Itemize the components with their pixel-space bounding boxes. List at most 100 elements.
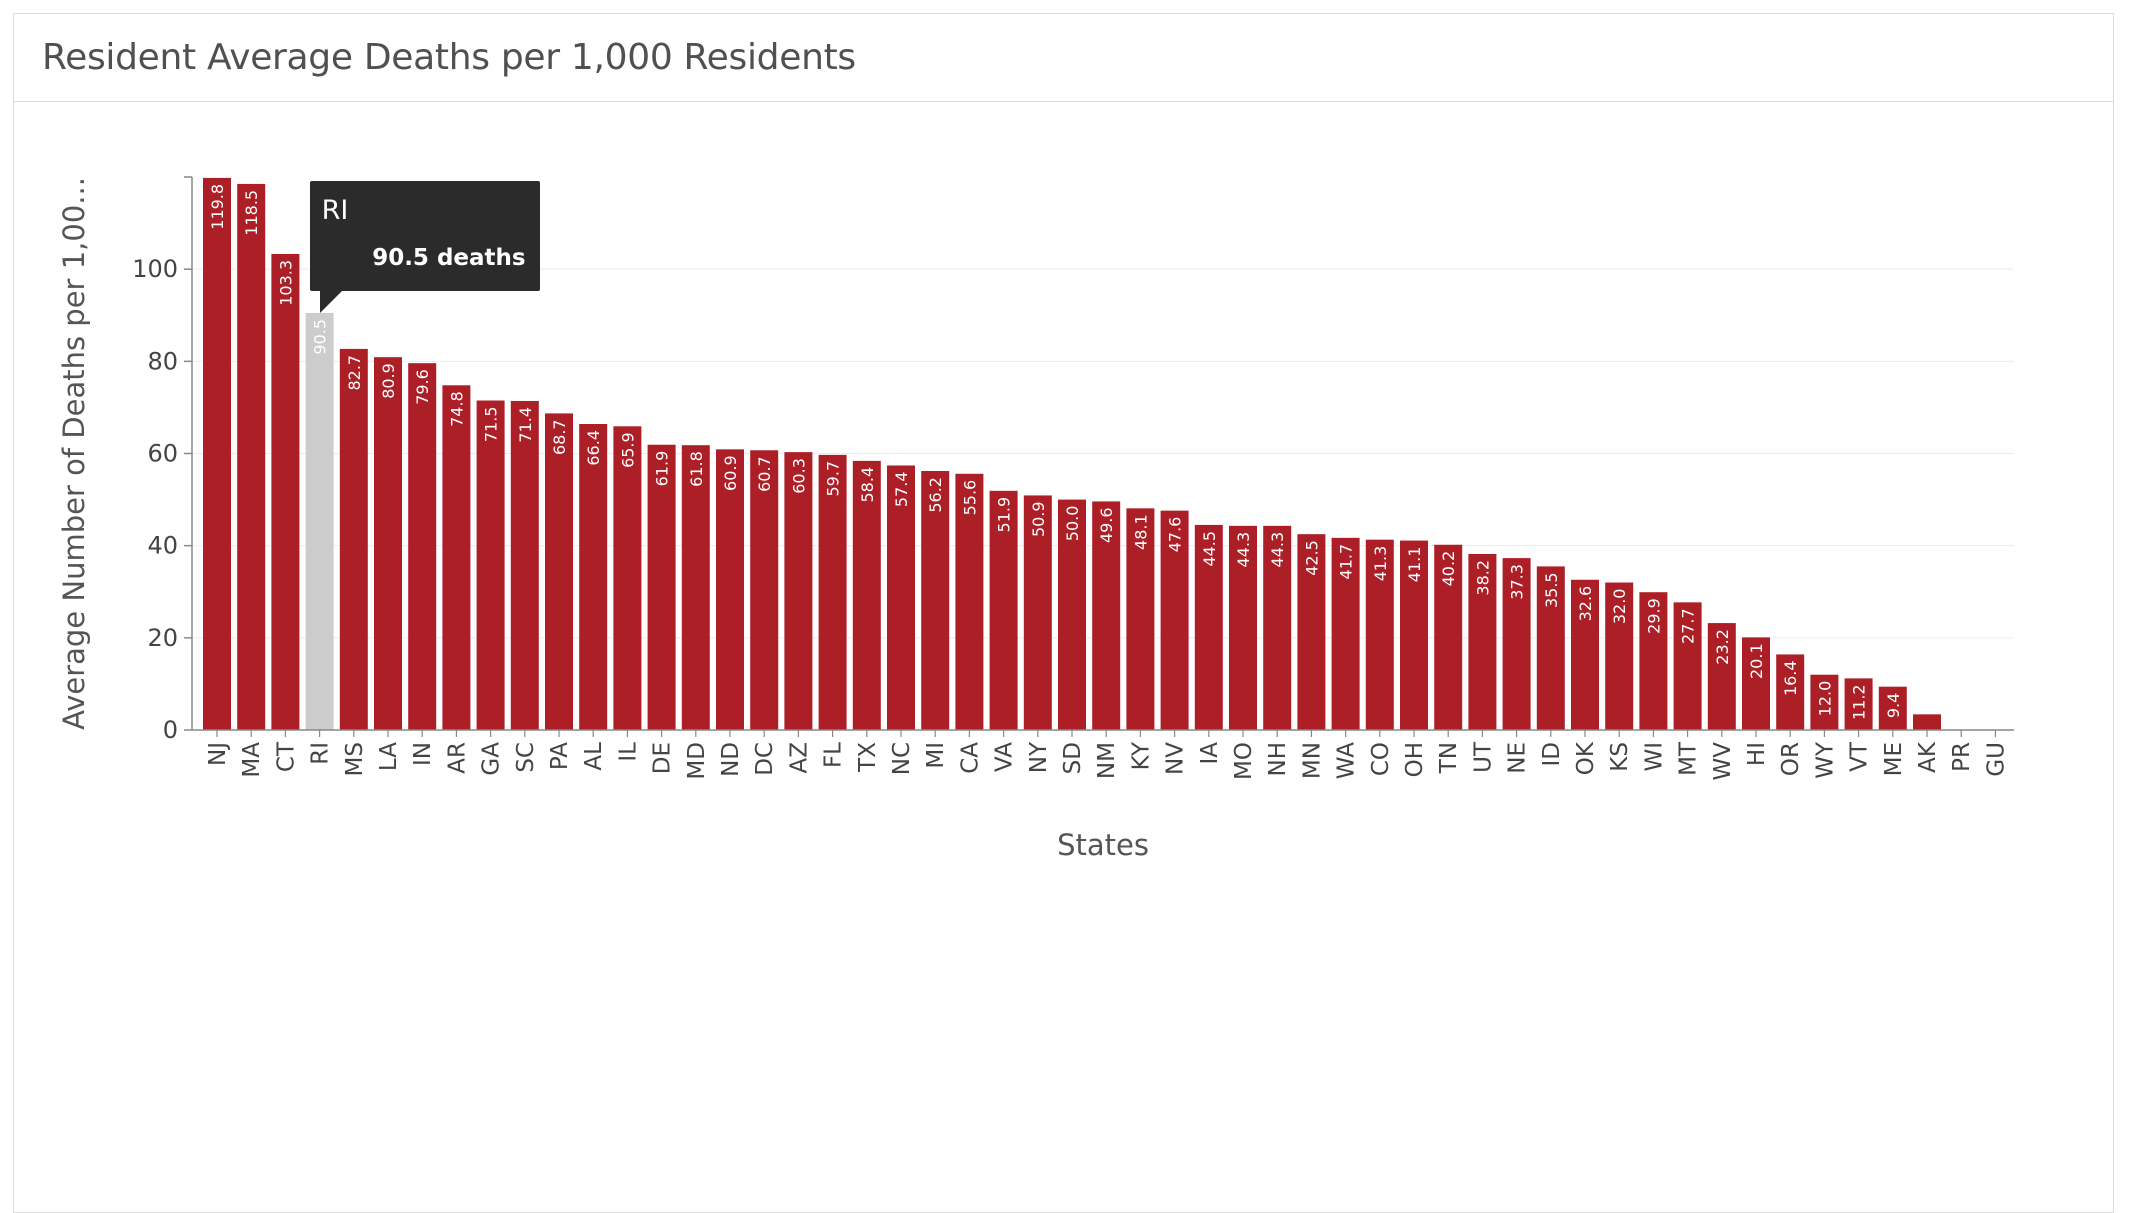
x-tick-label: VT: [1847, 741, 1873, 772]
bar-nj[interactable]: [203, 177, 231, 731]
bar-wy[interactable]: [1810, 674, 1839, 730]
bar-value-label: 82.7: [345, 355, 364, 391]
bar-mt[interactable]: [1673, 602, 1702, 730]
x-tick-label: PR: [1949, 742, 1975, 772]
x-tick-label: WV: [1710, 742, 1736, 781]
bar-nc[interactable]: [887, 465, 915, 730]
x-tick-label: MN: [1299, 742, 1325, 779]
y-tick-label: 100: [132, 255, 178, 283]
bar-ia[interactable]: [1194, 524, 1223, 730]
x-tick-label: IL: [615, 742, 641, 762]
x-tick-label: PA: [547, 742, 573, 770]
bar-value-label: 11.2: [1850, 684, 1869, 720]
bar-al[interactable]: [579, 424, 608, 730]
x-tick-label: SD: [1060, 742, 1086, 774]
bar-oh[interactable]: [1400, 540, 1428, 730]
bar-value-label: 48.1: [1131, 514, 1150, 550]
bar-dc[interactable]: [750, 450, 779, 730]
bar-value-label: 60.9: [721, 455, 740, 491]
panel-header: [14, 14, 2113, 102]
bar-in[interactable]: [408, 363, 437, 730]
bar-ak[interactable]: [1913, 714, 1941, 730]
bar-wa[interactable]: [1331, 537, 1360, 730]
bar-id[interactable]: [1536, 566, 1565, 730]
x-tick-label: OH: [1402, 742, 1428, 777]
bar-value-label: 44.3: [1268, 532, 1287, 568]
bar-value-label: 55.6: [960, 480, 979, 516]
x-tick-label: NE: [1505, 742, 1531, 774]
bar-tn[interactable]: [1434, 544, 1463, 730]
bar-az[interactable]: [784, 452, 813, 730]
bar-ms[interactable]: [339, 348, 368, 730]
x-tick-label: NY: [1026, 741, 1052, 773]
x-tick-label: ME: [1881, 742, 1907, 776]
bar-nh[interactable]: [1263, 525, 1292, 730]
bar-hi[interactable]: [1742, 637, 1770, 730]
bar-or[interactable]: [1776, 654, 1805, 730]
bar-va[interactable]: [989, 490, 1018, 730]
bar-pa[interactable]: [545, 413, 573, 730]
bar-nv[interactable]: [1160, 510, 1189, 730]
bar-ma[interactable]: [237, 183, 266, 731]
bar-la[interactable]: [374, 357, 402, 730]
bar-value-label: 40.2: [1439, 551, 1458, 587]
bar-value-label: 49.6: [1097, 507, 1116, 543]
bar-fl[interactable]: [818, 454, 847, 730]
bar-il[interactable]: [613, 426, 642, 730]
bar-ga[interactable]: [476, 400, 505, 730]
bar-nd[interactable]: [716, 449, 744, 730]
bar-value-label: 38.2: [1473, 560, 1492, 596]
bar-value-label: 41.7: [1337, 544, 1356, 580]
bar-value-label: 23.2: [1713, 629, 1732, 665]
bar-co[interactable]: [1365, 539, 1394, 730]
x-tick-label: AZ: [786, 742, 812, 774]
page-title: Resident Average Deaths per 1,000 Reside…: [42, 37, 856, 78]
x-tick-label: UT: [1470, 741, 1496, 773]
bar-ks[interactable]: [1605, 582, 1634, 730]
x-tick-label: NM: [1094, 742, 1120, 779]
bar-nm[interactable]: [1092, 501, 1121, 730]
bar-md[interactable]: [681, 445, 710, 730]
bar-sd[interactable]: [1058, 499, 1086, 730]
bars: 119.8 118.5 103.3 90.5 82.7 80.9 79.6 74.8 71.5 7…: [203, 177, 1941, 731]
x-tick-label: AK: [1915, 741, 1941, 773]
bar-ct[interactable]: [271, 253, 300, 730]
bar-mo[interactable]: [1229, 525, 1257, 730]
bar-wi[interactable]: [1639, 592, 1668, 730]
x-tick-label: IA: [1197, 742, 1223, 765]
bar-de[interactable]: [647, 444, 676, 730]
bar-ca[interactable]: [955, 473, 984, 730]
x-tick-label: ND: [718, 742, 744, 777]
bar-vt[interactable]: [1844, 678, 1873, 730]
bar-mi[interactable]: [921, 471, 950, 730]
bar-value-label: 37.3: [1508, 564, 1527, 600]
bar-value-label: 44.3: [1234, 532, 1253, 568]
bar-value-label: 59.7: [824, 461, 843, 497]
bar-value-label: 32.6: [1576, 586, 1595, 622]
bar-sc[interactable]: [510, 400, 539, 730]
bar-value-label: 66.4: [584, 430, 603, 466]
x-tick-label: CA: [957, 742, 983, 774]
bar-tx[interactable]: [852, 460, 881, 730]
bar-ri[interactable]: [305, 312, 334, 730]
y-tick-label: 60: [147, 440, 178, 468]
x-tick-label: OK: [1573, 741, 1599, 775]
x-tick-label: ID: [1539, 742, 1565, 767]
x-tick-label: FL: [821, 742, 847, 768]
bar-value-label: 74.8: [447, 391, 466, 427]
bar-ut[interactable]: [1468, 553, 1497, 730]
x-tick-label: CT: [273, 741, 299, 772]
bar-value-label: 119.8: [208, 184, 227, 230]
x-tick-label: DC: [752, 742, 778, 776]
bar-ky[interactable]: [1126, 508, 1155, 730]
x-tick-label: KY: [1128, 741, 1154, 770]
bar-value-label: 12.0: [1815, 681, 1834, 717]
bar-ar[interactable]: [442, 385, 471, 730]
bar-mn[interactable]: [1297, 534, 1326, 730]
bar-ny[interactable]: [1023, 495, 1052, 730]
bar-me[interactable]: [1878, 686, 1907, 730]
bar-ne[interactable]: [1502, 558, 1531, 730]
bar-ok[interactable]: [1571, 579, 1599, 730]
bar-wv[interactable]: [1707, 623, 1736, 730]
bar-value-label: 42.5: [1302, 540, 1321, 576]
